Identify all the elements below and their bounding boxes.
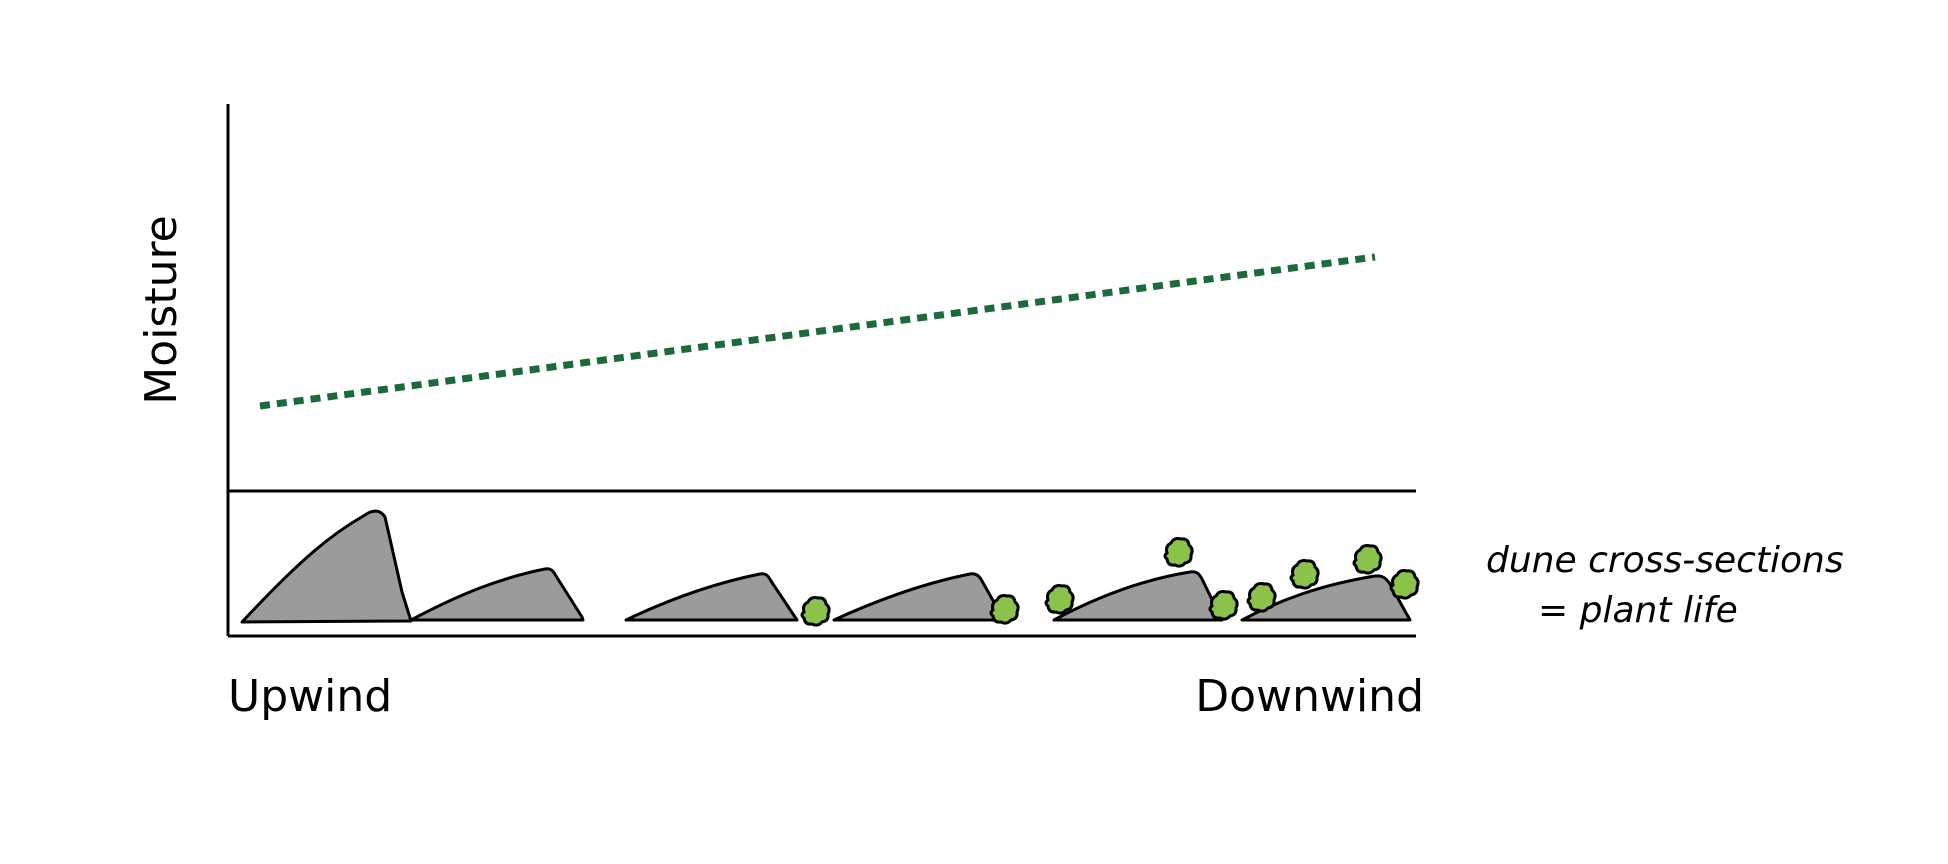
plant-icon — [1352, 544, 1383, 575]
plant-group — [800, 537, 1420, 627]
plant-icon — [1044, 584, 1075, 615]
plant-icon — [800, 596, 831, 627]
moisture-trend-line — [259, 253, 1376, 410]
legend-dune-label: dune cross-sections — [1486, 540, 1844, 581]
plant-icon — [1163, 537, 1194, 568]
plant-icon — [1289, 559, 1320, 590]
downwind-label: Downwind — [1195, 671, 1424, 722]
upwind-label: Upwind — [228, 671, 392, 722]
plant-icon — [989, 594, 1020, 625]
dune-1 — [240, 509, 413, 624]
dune-group — [240, 509, 1412, 624]
dune-3 — [624, 572, 799, 622]
dune-5 — [1052, 570, 1224, 622]
plant-icon — [1389, 569, 1420, 600]
y-axis-label: Moisture — [136, 215, 187, 404]
plant-icon — [1246, 582, 1277, 613]
dune-4 — [832, 572, 1006, 622]
dune-2 — [409, 567, 585, 622]
plant-icon — [1208, 590, 1239, 621]
legend-plant-label: = plant life — [1538, 590, 1738, 631]
